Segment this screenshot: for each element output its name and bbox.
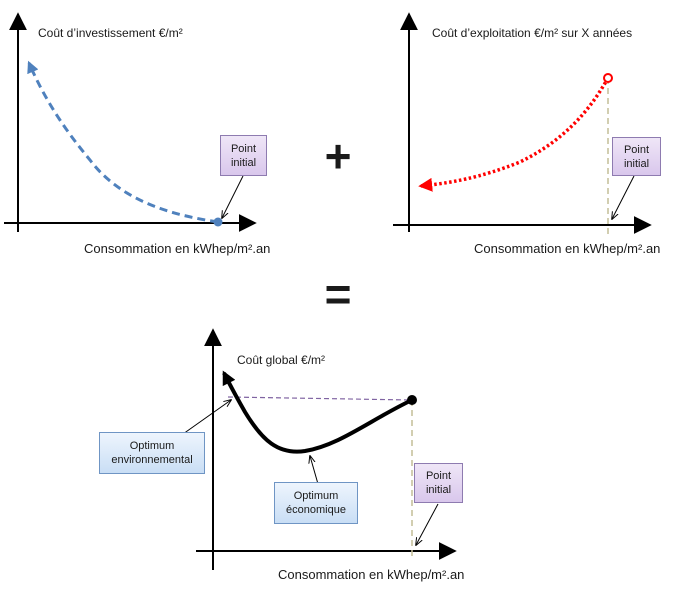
operation-x-label: Consommation en kWhep/m².an: [474, 241, 660, 256]
callout-line-2: économique: [286, 504, 346, 516]
global-y-label: Coût global €/m²: [237, 353, 325, 367]
eco-optimum-pointer: [310, 456, 319, 485]
investment-cost-curve: [27, 60, 219, 224]
callout-line-1: Point: [425, 470, 452, 482]
global-chart: Coût global €/m² Consommation en kWhep/m…: [182, 328, 464, 582]
operation-y-label: Coût d’exploitation €/m² sur X années: [432, 26, 632, 40]
operation-initial-point: [603, 73, 613, 83]
investment-callout-pointer: [222, 175, 244, 218]
global-reference-line: [227, 396, 413, 401]
callout-line-1: Optimum: [293, 490, 339, 502]
equals-operator: =: [325, 268, 352, 320]
operation-chart: Coût d’exploitation €/m² sur X années Co…: [393, 12, 660, 256]
env-optimum-pointer: [182, 400, 231, 435]
global-x-label: Consommation en kWhep/m².an: [278, 567, 464, 582]
callout-line-1: Point: [623, 143, 650, 156]
investment-x-label: Consommation en kWhep/m².an: [84, 241, 270, 256]
eco-optimum-callout: Optimum économique: [274, 482, 358, 524]
callout-line-2: initial: [623, 157, 650, 170]
operation-initial-callout: Point initial: [612, 137, 661, 176]
callout-line-2: initial: [230, 156, 257, 169]
investment-initial-point: [213, 217, 223, 227]
callout-line-1: Point: [230, 142, 257, 155]
global-initial-callout: Point initial: [414, 463, 463, 503]
operation-cost-curve: [418, 77, 610, 192]
investment-initial-callout: Point initial: [220, 135, 267, 176]
investment-y-label: Coût d’investissement €/m²: [38, 26, 183, 40]
callout-line-2: initial: [425, 484, 452, 496]
investment-chart: Coût d’investissement €/m² Consommation …: [4, 12, 270, 256]
global-initial-point: [407, 395, 417, 405]
operation-callout-pointer: [612, 175, 635, 219]
plus-operator: +: [325, 130, 352, 182]
env-optimum-callout: Optimum environnemental: [99, 432, 205, 474]
callout-line-1: Optimum: [129, 440, 175, 452]
global-cost-curve: [222, 370, 413, 454]
callout-line-2: environnemental: [111, 454, 193, 466]
global-callout-pointer: [416, 503, 439, 545]
